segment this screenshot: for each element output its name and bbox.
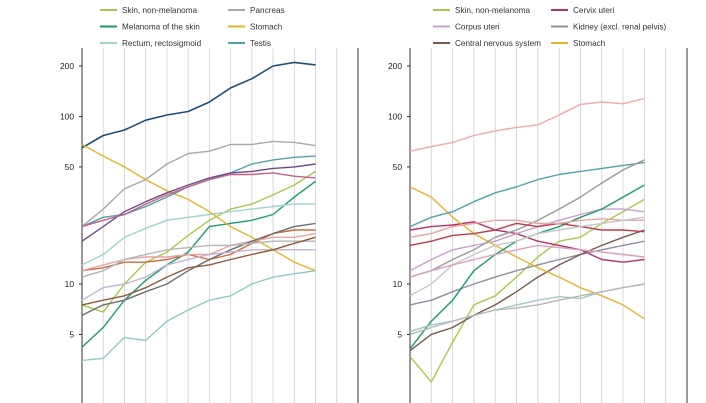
legend-item: Skin, non-melanoma [100,6,198,15]
series-line [81,170,316,313]
series-line [81,61,316,149]
series-line [81,240,316,278]
legend-label: Stomach [250,23,283,32]
series-line [81,143,316,272]
y-tick-label: 100 [60,111,74,121]
legend-label: Skin, non-melanoma [122,6,198,15]
series-line [81,172,316,228]
series-line [409,244,645,278]
series-line [81,163,316,242]
legend-label: Cervix uteri [573,6,615,15]
series-line [409,222,645,247]
series-line [409,218,645,238]
legend-left: Skin, non-melanoma Pancreas Melanoma of th… [100,6,285,48]
series-line [81,222,316,316]
series-line [409,198,645,383]
legend-item: Rectum, rectosigmoid [100,39,202,48]
legend-item: Corpus uteri [433,23,500,32]
y-tick-label: 5 [397,329,402,339]
legend-label: Melanoma of the skin [122,23,200,32]
y-tick-label: 200 [388,61,402,71]
legend-label: Kidney (excl. renal pelvis) [573,23,667,32]
legend-right: Skin, non-melanoma Cervix uteri Corpus ute… [433,6,667,48]
series-line [409,283,645,336]
series-line [409,161,645,228]
series-line [409,216,645,297]
y-tick-label: 100 [388,111,402,121]
legend-label: Central nervous system [455,39,541,48]
series-line [81,203,316,266]
legend-item: Skin, non-melanoma [433,6,531,15]
legend-item: Central nervous system [433,39,541,48]
series-line [81,180,316,348]
series-line [409,186,645,320]
legend-label: Pancreas [250,6,285,15]
legend-item: Stomach [551,39,606,48]
legend-item: Testis [228,39,271,48]
legend-label: Rectum, rectosigmoid [122,39,202,48]
y-tick-label: 10 [65,279,75,289]
legend-label: Stomach [573,39,606,48]
legend-item: Stomach [228,23,283,32]
legend-label: Skin, non-melanoma [455,6,531,15]
legend-label: Testis [250,39,271,48]
y-tick-label: 200 [60,61,74,71]
series-line [81,140,316,228]
chart-panel-right: 200 100 50 10 5 [388,48,688,403]
series-line [81,232,316,272]
y-tick-label: 10 [393,279,403,289]
legend-label: Corpus uteri [455,23,500,32]
y-tick-label: 50 [65,162,75,172]
series-line [409,159,645,278]
legend-item: Cervix uteri [551,6,615,15]
legend-item: Pancreas [228,6,285,15]
series-line [81,236,316,306]
series-line [409,97,645,152]
y-tick-label: 50 [393,162,403,172]
chart-panel-left: 200 100 50 10 5 [60,48,359,403]
legend-item: Kidney (excl. renal pelvis) [551,23,667,32]
series-line [81,270,316,362]
series-line [409,208,645,272]
series-line [409,229,645,352]
y-tick-label: 5 [69,329,74,339]
series-line [409,240,645,306]
series-line [81,249,316,301]
legend-item: Melanoma of the skin [100,23,200,32]
